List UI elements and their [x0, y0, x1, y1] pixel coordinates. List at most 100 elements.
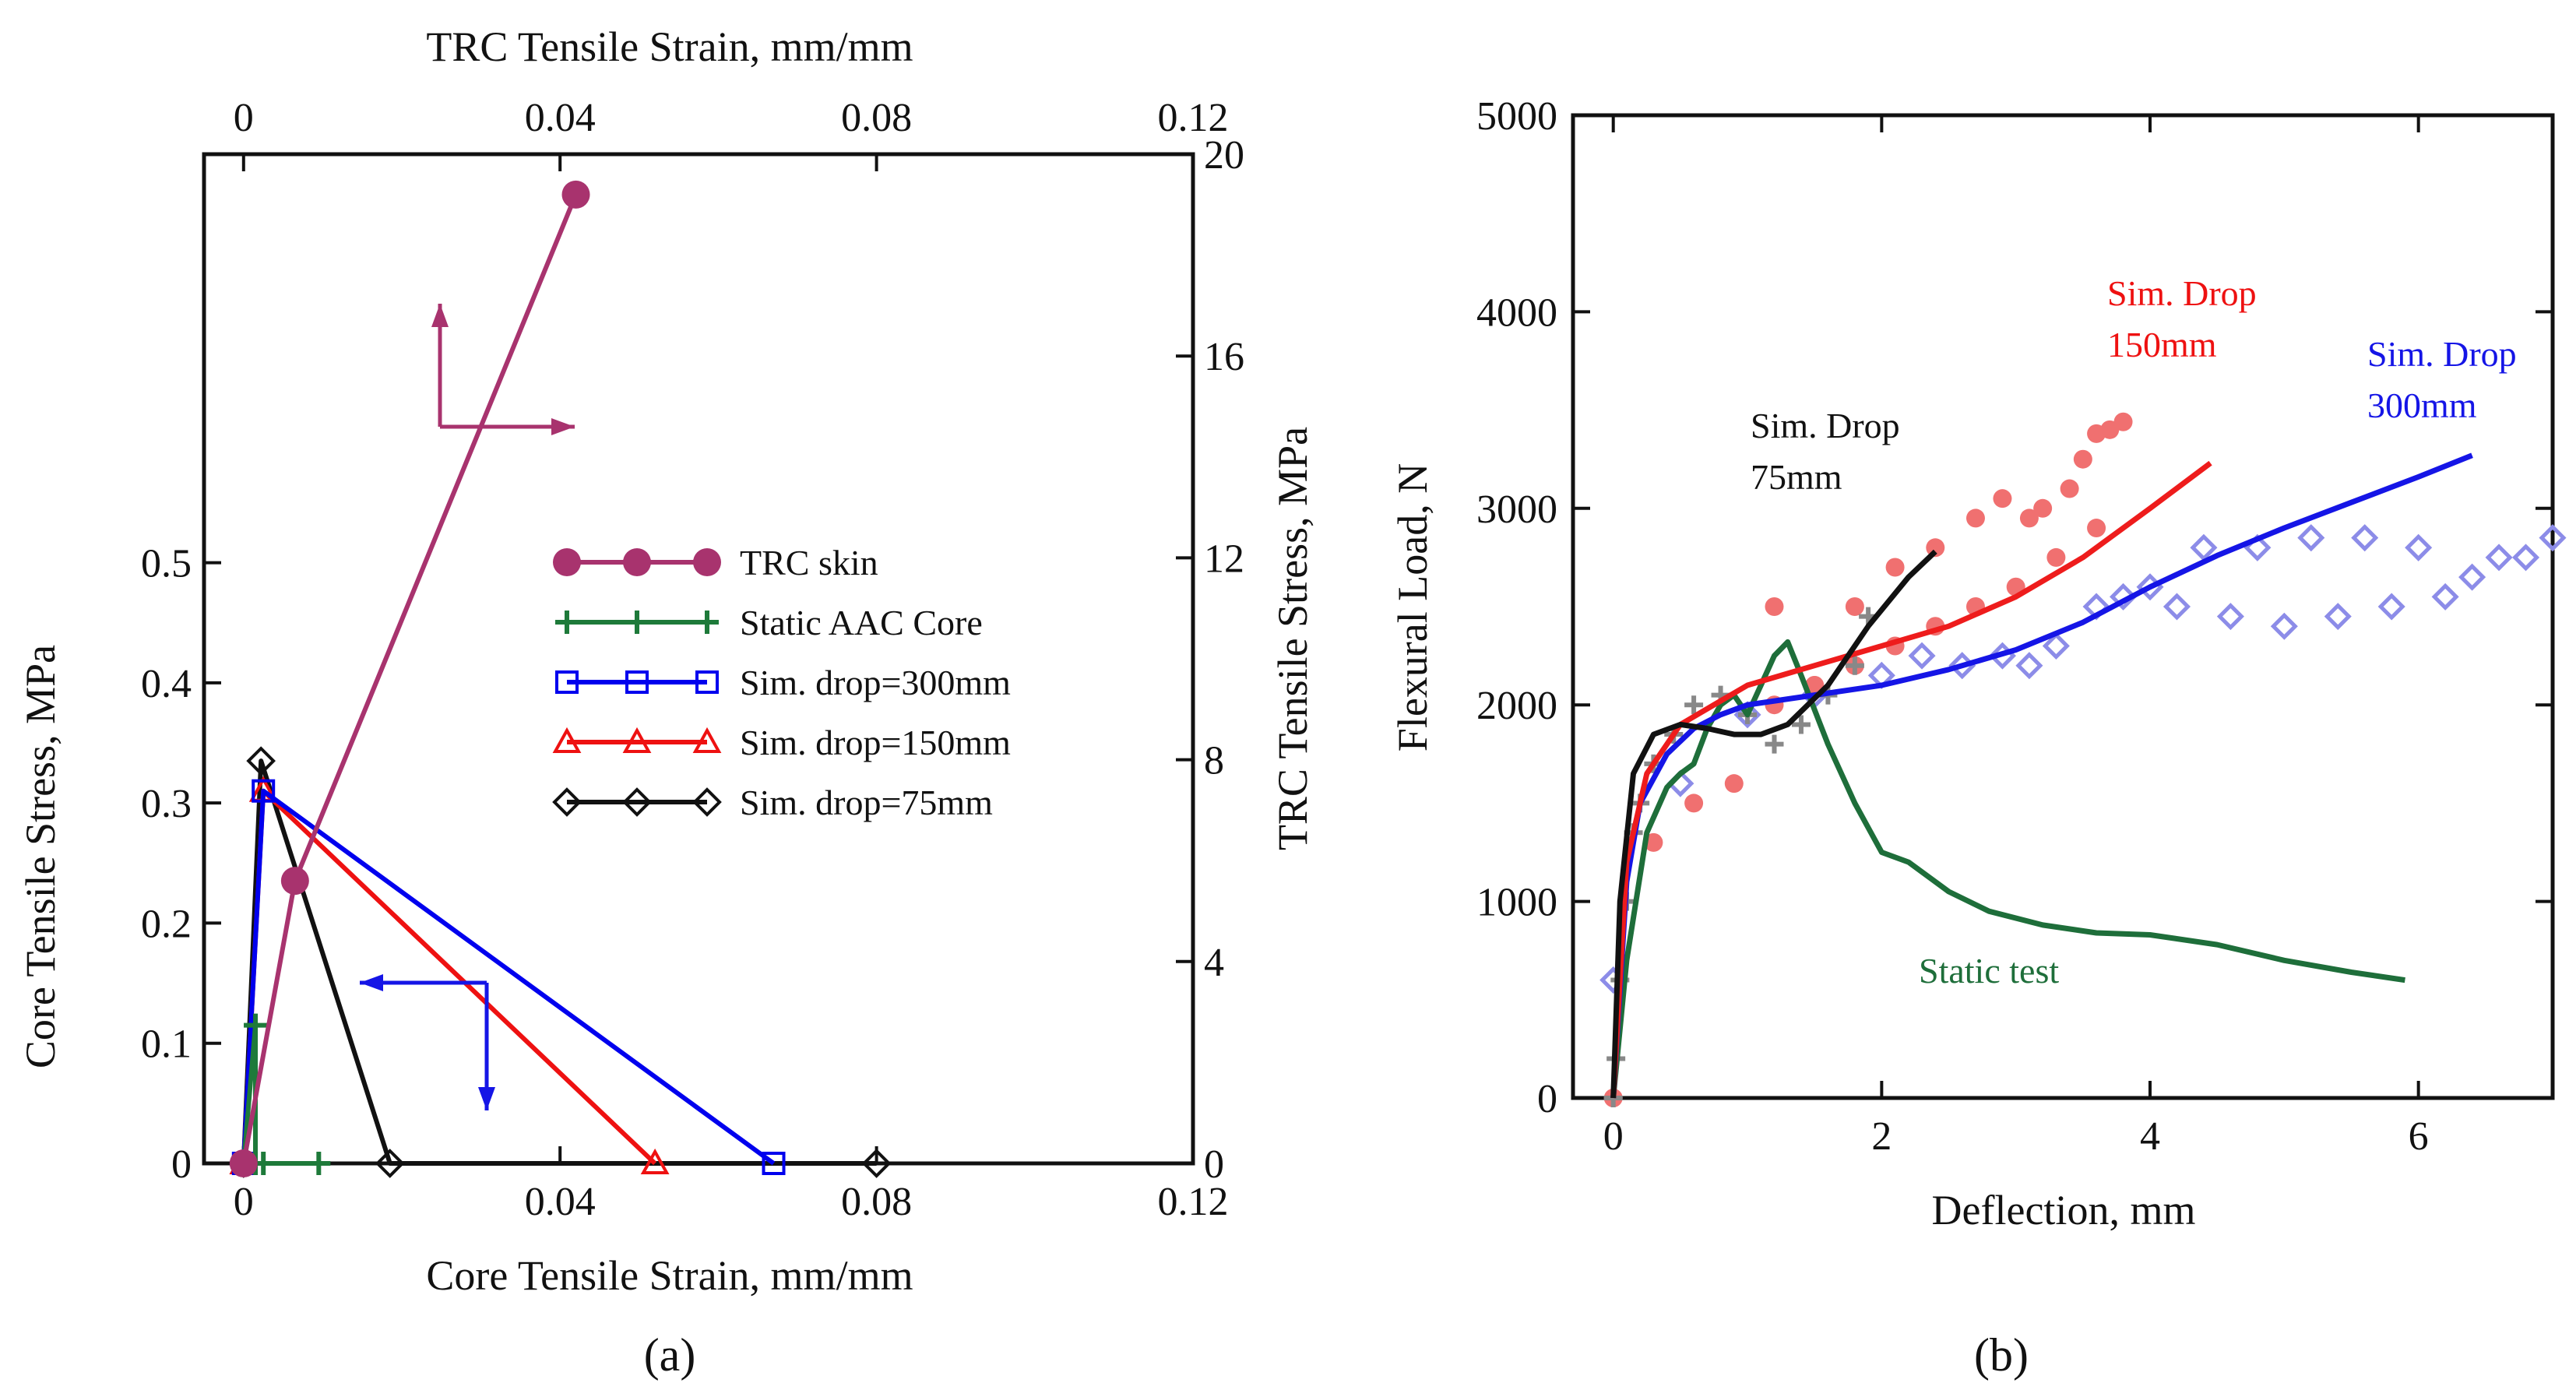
chart-a-series-sim-drop-75mm-point	[375, 1149, 405, 1178]
chart-a-legend-static-aac-core-marker	[625, 611, 649, 634]
chart-a-legend-static-aac-core-marker	[695, 611, 719, 634]
chart-a-core-arrow-down	[478, 983, 495, 1110]
chart-a-x-label: Core Tensile Strain, mm/mm	[426, 1252, 913, 1299]
chart-b-y-label: Flexural Load, N	[1389, 463, 1436, 751]
chart-a-y2-tick-label: 12	[1204, 537, 1244, 581]
chart-b-series-test-300mm-point	[2458, 563, 2486, 591]
chart-b-series-test-150mm-point	[1724, 774, 1744, 794]
chart-b-series-test-150mm-point	[2046, 547, 2066, 567]
chart-a-series-sim-drop-150mm-line	[241, 788, 657, 1166]
chart-a-series-trc-skin-point	[561, 180, 590, 209]
chart-a-legend-sim-drop-75mm-marker	[622, 787, 652, 817]
chart-a-y2-tick-label: 16	[1204, 335, 1244, 379]
chart-b-series-test-150mm-point	[1845, 597, 1864, 616]
chart-b-series-test-300mm-point	[2511, 544, 2540, 572]
chart-b-y-tick-label: 0	[1537, 1077, 1557, 1121]
chart-b-series-test-150mm-point	[2073, 449, 2092, 469]
chart-b-series-test-150mm-point	[2060, 479, 2079, 498]
chart-a-trc-arrow-right-head	[551, 418, 575, 435]
chart-a-y2-tick-label: 8	[1204, 739, 1224, 783]
chart-b-series-test-150mm-point	[1805, 675, 1825, 695]
chart-b-annotation: 75mm	[1751, 457, 1842, 497]
chart-a-x-tick-label: 0.12	[1158, 1180, 1229, 1224]
chart-b-series-test-300mm-point	[2431, 582, 2459, 611]
chart-a-trc-arrow-right	[440, 418, 575, 435]
chart-b-series-test-75mm-point	[1845, 656, 1864, 675]
chart-b-series-test-150mm-point	[1885, 558, 1905, 577]
chart-b-frame	[1571, 113, 2555, 1100]
chart-b-series-test-300mm-point	[2163, 593, 2191, 621]
chart-a-legend-trc-skin-label: TRC skin	[740, 543, 878, 582]
chart-a-legend-sim-drop-300mm-label: Sim. drop=300mm	[740, 663, 1011, 702]
chart-a-series-trc-skin-point	[229, 1149, 258, 1177]
chart-b-series-test-300mm-point	[1908, 642, 1936, 670]
chart-a-series-sim-drop-75mm-point	[246, 746, 276, 776]
chart-b: 0 2 4 6 0 1000 2000 3000 4000 5000 Sim. Drop 150mm…	[1389, 94, 2567, 1381]
chart-a-y-label: Core Tensile Stress, MPa	[17, 645, 64, 1068]
chart-a-x2-tick-label: 0.04	[525, 96, 596, 140]
chart-b-series-test-75mm-point	[1791, 715, 1811, 734]
chart-a-legend-sim-drop-300mm-marker	[555, 670, 579, 694]
chart-b-y-tick-label: 3000	[1476, 487, 1557, 532]
chart-b-series-test-150mm-point	[2019, 508, 2039, 528]
chart-a-y2-tick-label: 4	[1204, 941, 1224, 985]
chart-a-trc-arrow-up-head	[431, 304, 449, 327]
chart-a-legend-sim-drop-300mm-marker	[625, 670, 649, 694]
chart-b-series-test-300mm-point	[2015, 652, 2043, 680]
chart-b-y-tick-label: 5000	[1476, 94, 1557, 139]
chart-a-y-tick-label: 0.4	[141, 662, 192, 706]
chart-a-legend-sim-drop-75mm-marker	[552, 787, 582, 817]
chart-a-series-sim-drop-75mm-point	[861, 1149, 892, 1178]
chart-a-legend-sim-drop-150mm-marker	[692, 727, 722, 753]
chart-b-series-test-150mm-point	[2033, 498, 2053, 518]
chart-a-core-arrow-left-head	[360, 974, 383, 991]
chart-a: 0 0.04 0.08 0.120 0.04 0.08 0.1200.10.20.30.40…	[17, 23, 1316, 1381]
chart-b-series-test-150mm-point	[1965, 508, 1985, 528]
chart-a-series-sim-drop-300mm-point	[762, 1152, 786, 1175]
chart-b-series-sim-drop-300mm-line	[1610, 452, 2473, 1099]
chart-b-series-test-300mm-point	[2190, 533, 2218, 561]
chart-a-series-sim-drop-300mm-line	[241, 788, 776, 1166]
chart-b-series-test-75mm-point	[1684, 695, 1704, 715]
chart-b-series-test-300mm-point	[2042, 632, 2070, 660]
chart-b-series-test-75mm-point	[1765, 734, 1784, 754]
chart-a-legend-static-aac-core-marker	[555, 611, 579, 634]
chart-b-annotation: 150mm	[2107, 325, 2217, 364]
chart-a-core-arrow-left	[360, 974, 487, 991]
chart-a-x2-tick-label: 0	[234, 96, 254, 140]
chart-b-series-test-300mm-point	[2405, 533, 2433, 561]
chart-a-legend-sim-drop-75mm-marker	[692, 787, 722, 817]
chart-a-y-tick-label: 0.1	[141, 1022, 192, 1067]
chart-a-x2-tick-label: 0.12	[1158, 96, 1229, 140]
chart-b-y-tick-label: 1000	[1476, 881, 1557, 925]
chart-b-series-test-150mm-point	[1644, 832, 1663, 852]
chart-b-series-static-test-line	[1610, 639, 2405, 1099]
chart-b-y-tick-label: 4000	[1476, 290, 1557, 335]
chart-b-series-test-300mm-point	[2110, 582, 2138, 611]
chart-a-trc-arrow-up	[431, 304, 449, 427]
chart-a-legend-sim-drop-300mm-marker	[695, 670, 719, 694]
chart-a-x-tick-label: 0	[234, 1180, 254, 1224]
chart-a-y-tick-label: 0.5	[141, 542, 192, 586]
chart-b-y-tick-label: 2000	[1476, 684, 1557, 728]
chart-b-series-test-300mm-point	[2324, 603, 2352, 631]
chart-a-series-static-aac-core-point	[307, 1152, 331, 1175]
chart-a-legend-static-aac-core-label: Static AAC Core	[740, 603, 983, 642]
chart-b-x-tick-label: 4	[2140, 1114, 2160, 1159]
chart-b-annotation: 300mm	[2367, 385, 2477, 425]
chart-a-legend-sim-drop-150mm-marker	[552, 727, 582, 753]
chart-b-series-sim-drop-150mm-line	[1610, 460, 2212, 1099]
chart-a-panel-label: (a)	[644, 1329, 696, 1381]
chart-b-series-test-150mm-point	[1765, 597, 1784, 616]
chart-a-legend-trc-skin-marker	[693, 548, 721, 576]
chart-a-y-tick-label: 0.3	[141, 782, 192, 826]
chart-a-series-sim-drop-150mm-point	[640, 1148, 670, 1174]
chart-b-x-tick-label: 6	[2409, 1114, 2429, 1159]
chart-a-legend-sim-drop-75mm-label: Sim. drop=75mm	[740, 783, 993, 822]
chart-a-y2-tick-label: 20	[1204, 133, 1244, 178]
chart-a-x2-label: TRC Tensile Strain, mm/mm	[426, 23, 913, 70]
chart-b-series-test-300mm-point	[2377, 593, 2405, 621]
chart-b-series-test-150mm-point	[2113, 412, 2133, 431]
chart-a-legend-sim-drop-150mm-marker	[622, 727, 652, 753]
